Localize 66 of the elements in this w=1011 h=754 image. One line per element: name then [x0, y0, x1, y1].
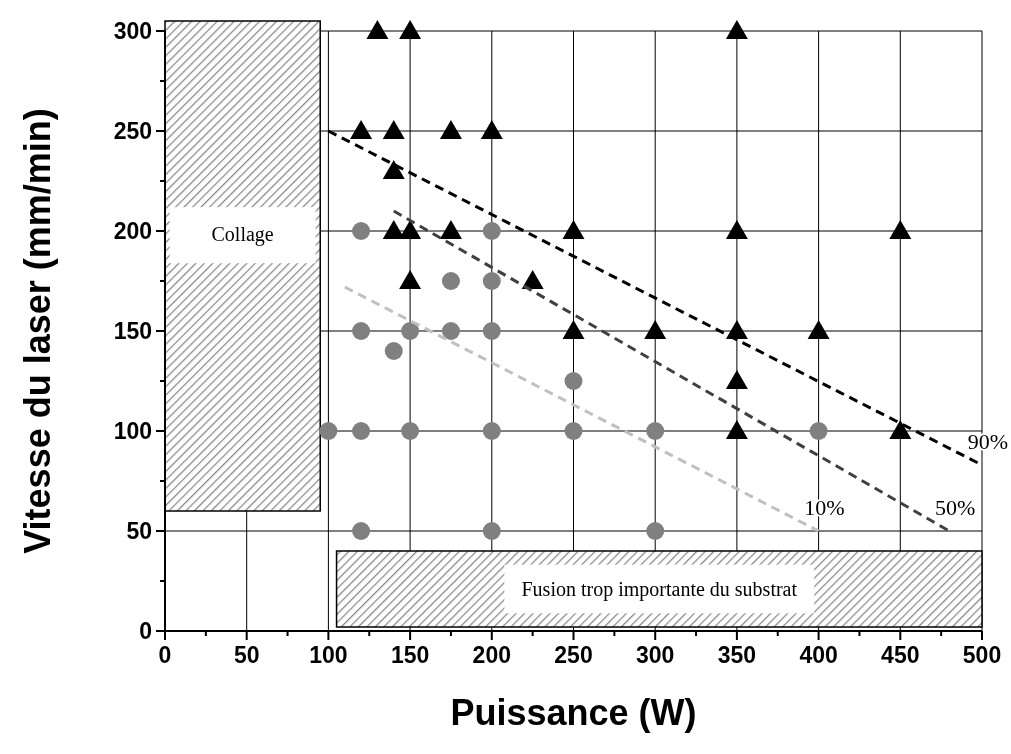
point [564, 422, 583, 440]
point [384, 342, 403, 360]
x-axis-title: Puissance (W) [450, 692, 697, 733]
y-tick-label: 50 [126, 518, 152, 544]
x-tick-label: 500 [962, 642, 1002, 668]
point [352, 322, 371, 340]
point [382, 220, 405, 239]
point [352, 422, 371, 440]
band-label: Fusion trop importante du substrat [521, 578, 798, 601]
y-tick-label: 0 [139, 618, 152, 644]
point [401, 422, 420, 440]
series-label: 90% [967, 429, 1008, 454]
point [439, 120, 462, 139]
point [439, 220, 462, 239]
band-label: Collage [211, 223, 274, 247]
series-label: 50% [934, 495, 976, 520]
x-tick-label: 150 [390, 642, 430, 668]
y-tick-label: 300 [113, 18, 152, 44]
point [352, 522, 371, 540]
point [889, 220, 912, 239]
point [382, 120, 405, 139]
x-tick-label: 0 [158, 642, 172, 668]
x-tick-label: 350 [717, 642, 757, 668]
point [807, 320, 830, 339]
point [399, 270, 422, 289]
point [482, 272, 501, 290]
y-tick-label: 250 [113, 118, 152, 144]
x-tick-label: 100 [309, 642, 348, 668]
point [809, 422, 828, 440]
point [366, 20, 389, 39]
point [725, 220, 748, 239]
y-tick-label: 150 [113, 318, 152, 344]
point [562, 220, 585, 239]
point [319, 422, 338, 440]
y-tick-label: 100 [113, 418, 152, 444]
point [646, 522, 665, 540]
point [482, 522, 501, 540]
point [725, 20, 748, 39]
point [441, 272, 460, 290]
point [482, 222, 501, 240]
x-tick-label: 50 [233, 642, 260, 668]
point [521, 270, 544, 289]
x-tick-label: 200 [472, 642, 511, 668]
x-tick-label: 300 [636, 642, 675, 668]
point [562, 320, 585, 339]
point [480, 120, 503, 139]
point [646, 422, 665, 440]
point [725, 420, 748, 439]
point [352, 222, 371, 240]
point [564, 372, 583, 390]
point [441, 322, 460, 340]
point [399, 220, 422, 239]
y-axis-title: Vitesse du laser (mm/min) [17, 108, 58, 554]
point [889, 420, 912, 439]
point [725, 370, 748, 389]
x-tick-label: 450 [881, 642, 920, 668]
point [401, 322, 420, 340]
x-tick-label: 250 [554, 642, 593, 668]
point [399, 20, 422, 39]
point [382, 160, 405, 179]
point [350, 120, 373, 139]
point [482, 322, 501, 340]
y-tick-label: 200 [113, 218, 152, 244]
point [644, 320, 667, 339]
point [482, 422, 501, 440]
x-tick-label: 400 [799, 642, 838, 668]
